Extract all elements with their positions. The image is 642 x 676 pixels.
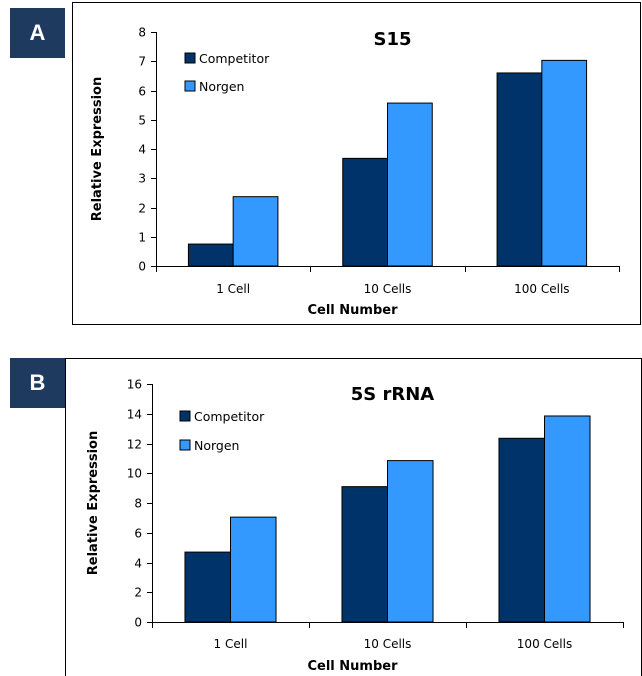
y-tick-label: 6 — [138, 85, 146, 99]
y-tick-label: 6 — [134, 527, 142, 541]
bar-competitor-1-cell — [184, 551, 231, 623]
x-category-label: 10 Cells — [364, 282, 412, 296]
x-category-label: 10 Cells — [364, 637, 412, 651]
y-tick-label: 8 — [134, 497, 142, 511]
bar-competitor-1-cell — [187, 243, 234, 267]
bar-norgen-100-cells — [544, 415, 591, 623]
legend-label-competitor: Competitor — [194, 409, 265, 424]
bar-norgen-10-cells — [387, 102, 433, 267]
y-tick-label: 7 — [138, 55, 146, 69]
y-tick-label: 10 — [127, 467, 142, 481]
y-tick-label: 3 — [138, 172, 146, 186]
panel-label-a: A — [10, 8, 65, 58]
y-tick-label: 2 — [134, 586, 142, 600]
bar-norgen-10-cells — [387, 460, 434, 623]
x-axis-title: Cell Number — [307, 303, 398, 318]
x-category-label: 100 Cells — [517, 637, 572, 651]
y-tick-label: 14 — [127, 408, 142, 422]
bar-competitor-10-cells — [341, 486, 388, 623]
legend-swatch-norgen — [179, 439, 191, 451]
x-category-label: 1 Cell — [214, 637, 248, 651]
legend-swatch-competitor — [179, 410, 191, 422]
chart-s15: 0 1 2 3 4 5 6 7 8 1 Cell 10 Cells 100 Cells S15 Relat… — [72, 2, 641, 325]
bar-norgen-100-cells — [541, 59, 588, 267]
y-tick-label: 4 — [134, 557, 142, 571]
legend-label-norgen: Norgen — [194, 438, 239, 453]
legend-label-competitor: Competitor — [199, 51, 270, 66]
chart-title: 5S rRNA — [351, 384, 435, 405]
y-tick-label: 12 — [127, 438, 142, 452]
panel-label-b: B — [10, 358, 65, 408]
y-tick-label: 0 — [138, 260, 146, 274]
y-tick-label: 4 — [138, 143, 146, 157]
x-axis-title: Cell Number — [307, 659, 398, 674]
y-tick-label: 0 — [134, 616, 142, 630]
chart-frame — [72, 2, 641, 325]
y-axis-title: Relative Expression — [90, 77, 105, 221]
y-tick-label: 1 — [138, 231, 146, 245]
legend-swatch-competitor — [184, 52, 196, 64]
bar-norgen-1-cell — [230, 516, 277, 623]
chart-5s-rrna: 0 2 4 6 8 10 12 14 16 1 Cell 10 Cells 100 Cells 5S r… — [65, 358, 642, 676]
bar-competitor-100-cells — [498, 437, 545, 623]
y-tick-label: 5 — [138, 114, 146, 128]
bar-norgen-1-cell — [232, 196, 279, 267]
y-tick-label: 8 — [138, 26, 146, 40]
y-axis-title: Relative Expression — [86, 431, 101, 575]
y-tick-label: 2 — [138, 202, 146, 216]
legend-label-norgen: Norgen — [199, 79, 244, 94]
bar-competitor-10-cells — [342, 157, 389, 267]
y-tick-label: 16 — [127, 378, 142, 392]
bar-competitor-100-cells — [496, 72, 543, 267]
x-category-label: 100 Cells — [514, 282, 569, 296]
x-category-label: 1 Cell — [216, 282, 250, 296]
chart-title: S15 — [373, 29, 411, 50]
legend-swatch-norgen — [184, 80, 196, 92]
